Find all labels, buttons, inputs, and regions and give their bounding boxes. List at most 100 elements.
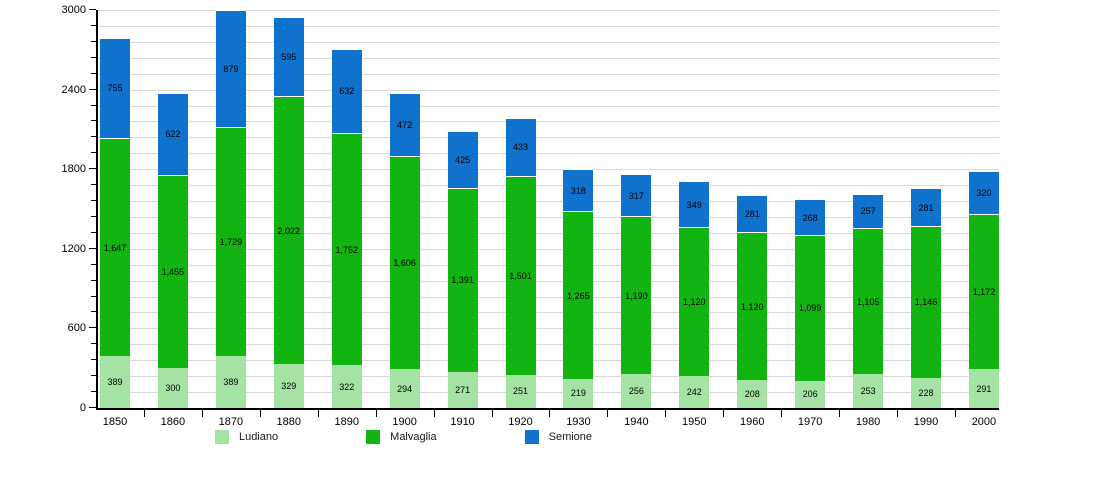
bar-value-label: 1,606 bbox=[393, 257, 416, 268]
bar-segment-semione: 317 bbox=[621, 174, 652, 217]
bar-1850: 389 1,647 755 bbox=[100, 37, 130, 408]
x-axis-label: 1950 bbox=[682, 416, 707, 428]
bar-segment-semione: 755 bbox=[100, 37, 130, 138]
x-axis-tick bbox=[201, 410, 203, 417]
bar-value-label: 268 bbox=[802, 212, 818, 223]
bar-value-label: 1,099 bbox=[798, 303, 822, 314]
gridline bbox=[98, 89, 999, 91]
bar-segment-semione: 268 bbox=[795, 199, 826, 235]
gridline bbox=[98, 264, 999, 266]
x-axis-label: 2000 bbox=[971, 416, 997, 428]
x-axis-tick bbox=[723, 410, 725, 417]
gridline bbox=[98, 57, 999, 59]
x-axis-tick bbox=[839, 410, 841, 417]
bar-value-label: 208 bbox=[744, 389, 760, 400]
bar-value-label: 281 bbox=[744, 208, 760, 219]
gridline bbox=[98, 392, 999, 394]
bar-value-label: 755 bbox=[107, 83, 123, 94]
bar-segment-ludiano: 300 bbox=[157, 368, 188, 408]
bar-1960: 208 1,120 281 bbox=[737, 194, 768, 408]
bar-segment-malvaglia: 1,752 bbox=[331, 132, 362, 366]
bar-value-label: 1,190 bbox=[625, 290, 648, 301]
legend-label-semione: Semione bbox=[548, 431, 593, 443]
x-axis-label: 1930 bbox=[566, 416, 591, 428]
bar-segment-semione: 595 bbox=[273, 17, 304, 97]
bar-value-label: 595 bbox=[281, 52, 297, 63]
gridline bbox=[98, 201, 999, 203]
bar-segment-semione: 349 bbox=[679, 181, 710, 228]
gridline bbox=[98, 280, 999, 282]
x-axis-label: 1970 bbox=[797, 416, 823, 428]
bar-1930: 219 1,265 318 bbox=[563, 168, 594, 408]
bar-segment-semione: 472 bbox=[389, 93, 420, 156]
bar-1940: 256 1,190 317 bbox=[621, 174, 652, 408]
bar-segment-ludiano: 294 bbox=[389, 369, 420, 408]
y-axis-tick bbox=[91, 231, 96, 233]
bar-segment-malvaglia: 1,172 bbox=[968, 213, 999, 370]
bar-segment-malvaglia: 1,455 bbox=[157, 175, 188, 369]
y-axis-label: 600 bbox=[67, 322, 86, 335]
y-axis-tick bbox=[91, 24, 96, 26]
bar-segment-ludiano: 389 bbox=[100, 356, 130, 408]
legend-swatch-malvaglia-icon bbox=[366, 430, 381, 444]
bar-segment-semione: 632 bbox=[331, 49, 362, 133]
bar-value-label: 294 bbox=[397, 383, 413, 394]
bar-value-label: 1,105 bbox=[856, 296, 880, 307]
bar-1950: 242 1,120 349 bbox=[679, 181, 710, 408]
bar-segment-malvaglia: 1,606 bbox=[389, 155, 420, 369]
legend-label-malvaglia: Malvaglia bbox=[390, 431, 437, 443]
bar-1970: 206 1,099 268 bbox=[795, 199, 826, 408]
bar-value-label: 433 bbox=[512, 142, 529, 153]
y-axis-tick bbox=[91, 375, 96, 377]
y-axis-tick bbox=[91, 120, 96, 122]
bar-value-label: 1,647 bbox=[103, 242, 127, 253]
legend-item-semione: Semione bbox=[524, 430, 593, 444]
bar-value-label: 349 bbox=[686, 199, 702, 210]
legend-swatch-semione-icon bbox=[524, 430, 539, 444]
y-axis-tick bbox=[91, 104, 96, 106]
bar-value-label: 219 bbox=[570, 388, 586, 399]
y-axis-tick bbox=[91, 279, 96, 281]
gridline bbox=[98, 137, 999, 139]
bar-segment-malvaglia: 1,501 bbox=[505, 175, 536, 375]
x-axis-label: 1860 bbox=[160, 416, 186, 428]
x-axis-label: 1940 bbox=[624, 416, 649, 428]
x-axis-tick bbox=[317, 410, 319, 417]
x-axis-tick bbox=[607, 410, 609, 417]
bar-1860: 300 1,455 622 bbox=[157, 92, 188, 408]
x-axis-label: 1880 bbox=[276, 416, 302, 428]
bar-segment-ludiano: 322 bbox=[331, 365, 362, 408]
y-axis-tick bbox=[89, 9, 96, 10]
bar-segment-semione: 433 bbox=[505, 118, 536, 176]
bar-value-label: 632 bbox=[339, 86, 355, 97]
gridline bbox=[98, 121, 999, 123]
y-axis-tick bbox=[89, 88, 96, 90]
gridline bbox=[98, 248, 999, 250]
bar-segment-malvaglia: 1,190 bbox=[621, 216, 652, 375]
y-axis-tick bbox=[89, 327, 96, 329]
gridline bbox=[98, 360, 999, 362]
bar-segment-ludiano: 389 bbox=[215, 356, 246, 408]
x-axis-tick bbox=[143, 410, 145, 417]
gridline bbox=[98, 296, 999, 298]
x-axis-tick bbox=[781, 410, 783, 417]
bar-segment-malvaglia: 1,099 bbox=[795, 234, 826, 381]
x-axis-tick bbox=[491, 410, 493, 417]
bar-segment-malvaglia: 1,120 bbox=[679, 227, 710, 376]
x-axis-label: 1890 bbox=[334, 416, 359, 428]
bar-value-label: 1,455 bbox=[161, 267, 185, 278]
gridline bbox=[98, 185, 999, 187]
bar-value-label: 389 bbox=[223, 377, 239, 388]
bar-value-label: 622 bbox=[165, 129, 181, 140]
plot-area: 0 600 1200 1800 2400 3000 389 1,647 755 1850 300 1,… bbox=[62, 4, 999, 428]
y-axis-tick bbox=[89, 407, 96, 408]
bar-segment-ludiano: 242 bbox=[679, 375, 710, 408]
bar-value-label: 1,501 bbox=[509, 270, 532, 281]
y-axis-tick bbox=[91, 200, 96, 202]
x-axis-label: 1900 bbox=[392, 416, 417, 428]
y-axis-tick bbox=[91, 391, 96, 393]
bar-segment-malvaglia: 1,120 bbox=[737, 231, 768, 381]
x-axis-label: 1850 bbox=[102, 416, 128, 428]
gridline bbox=[98, 376, 999, 378]
